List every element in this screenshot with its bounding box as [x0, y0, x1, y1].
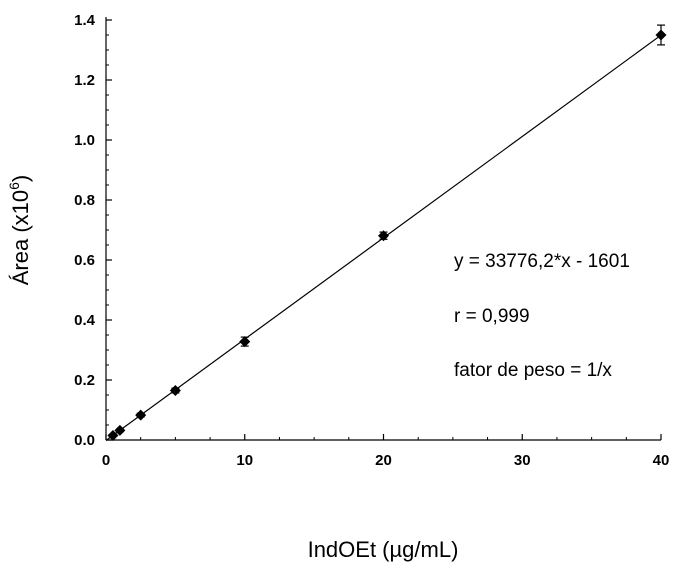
y-tick-label: 0.4	[74, 312, 96, 329]
x-tick-label: 30	[514, 452, 531, 469]
y-tick-label: 1.0	[74, 132, 95, 149]
x-tick-label: 0	[102, 452, 110, 469]
y-axis-label: Área (x106)	[6, 175, 33, 286]
y-tick-label: 0.8	[74, 192, 95, 209]
data-point-marker	[655, 29, 667, 41]
y-axis-label-exponent: 6	[6, 182, 22, 190]
data-point-marker	[107, 430, 119, 441]
x-tick-label: 10	[236, 452, 253, 469]
y-axis-label-close: )	[8, 175, 33, 182]
data-point-marker	[169, 385, 181, 396]
x-tick-label: 20	[375, 452, 392, 469]
data-point-marker	[114, 424, 126, 436]
y-tick-label: 0.0	[74, 432, 95, 449]
x-tick-label: 40	[653, 452, 670, 469]
equation-annotation: y = 33776,2*x - 1601	[454, 251, 630, 272]
y-tick-label: 0.6	[74, 252, 95, 269]
ticks: 0.0 0.2 0.4 0.6 0.8 1.0 1.2 1.4 0 10 20 30 40	[74, 12, 669, 469]
y-tick-label: 1.2	[74, 72, 95, 89]
data-point-marker	[378, 230, 389, 242]
weight-annotation: fator de peso = 1/x	[454, 360, 612, 381]
y-tick-label: 1.4	[74, 12, 96, 29]
y-axis-label-main: Área (x10	[8, 190, 33, 285]
x-axis-label: IndOEt (µg/mL)	[308, 537, 459, 562]
data-point-marker	[239, 336, 251, 348]
y-tick-label: 0.2	[74, 372, 95, 389]
correlation-annotation: r = 0,999	[454, 306, 530, 327]
data-points	[107, 24, 667, 441]
data-point-marker	[135, 409, 147, 421]
